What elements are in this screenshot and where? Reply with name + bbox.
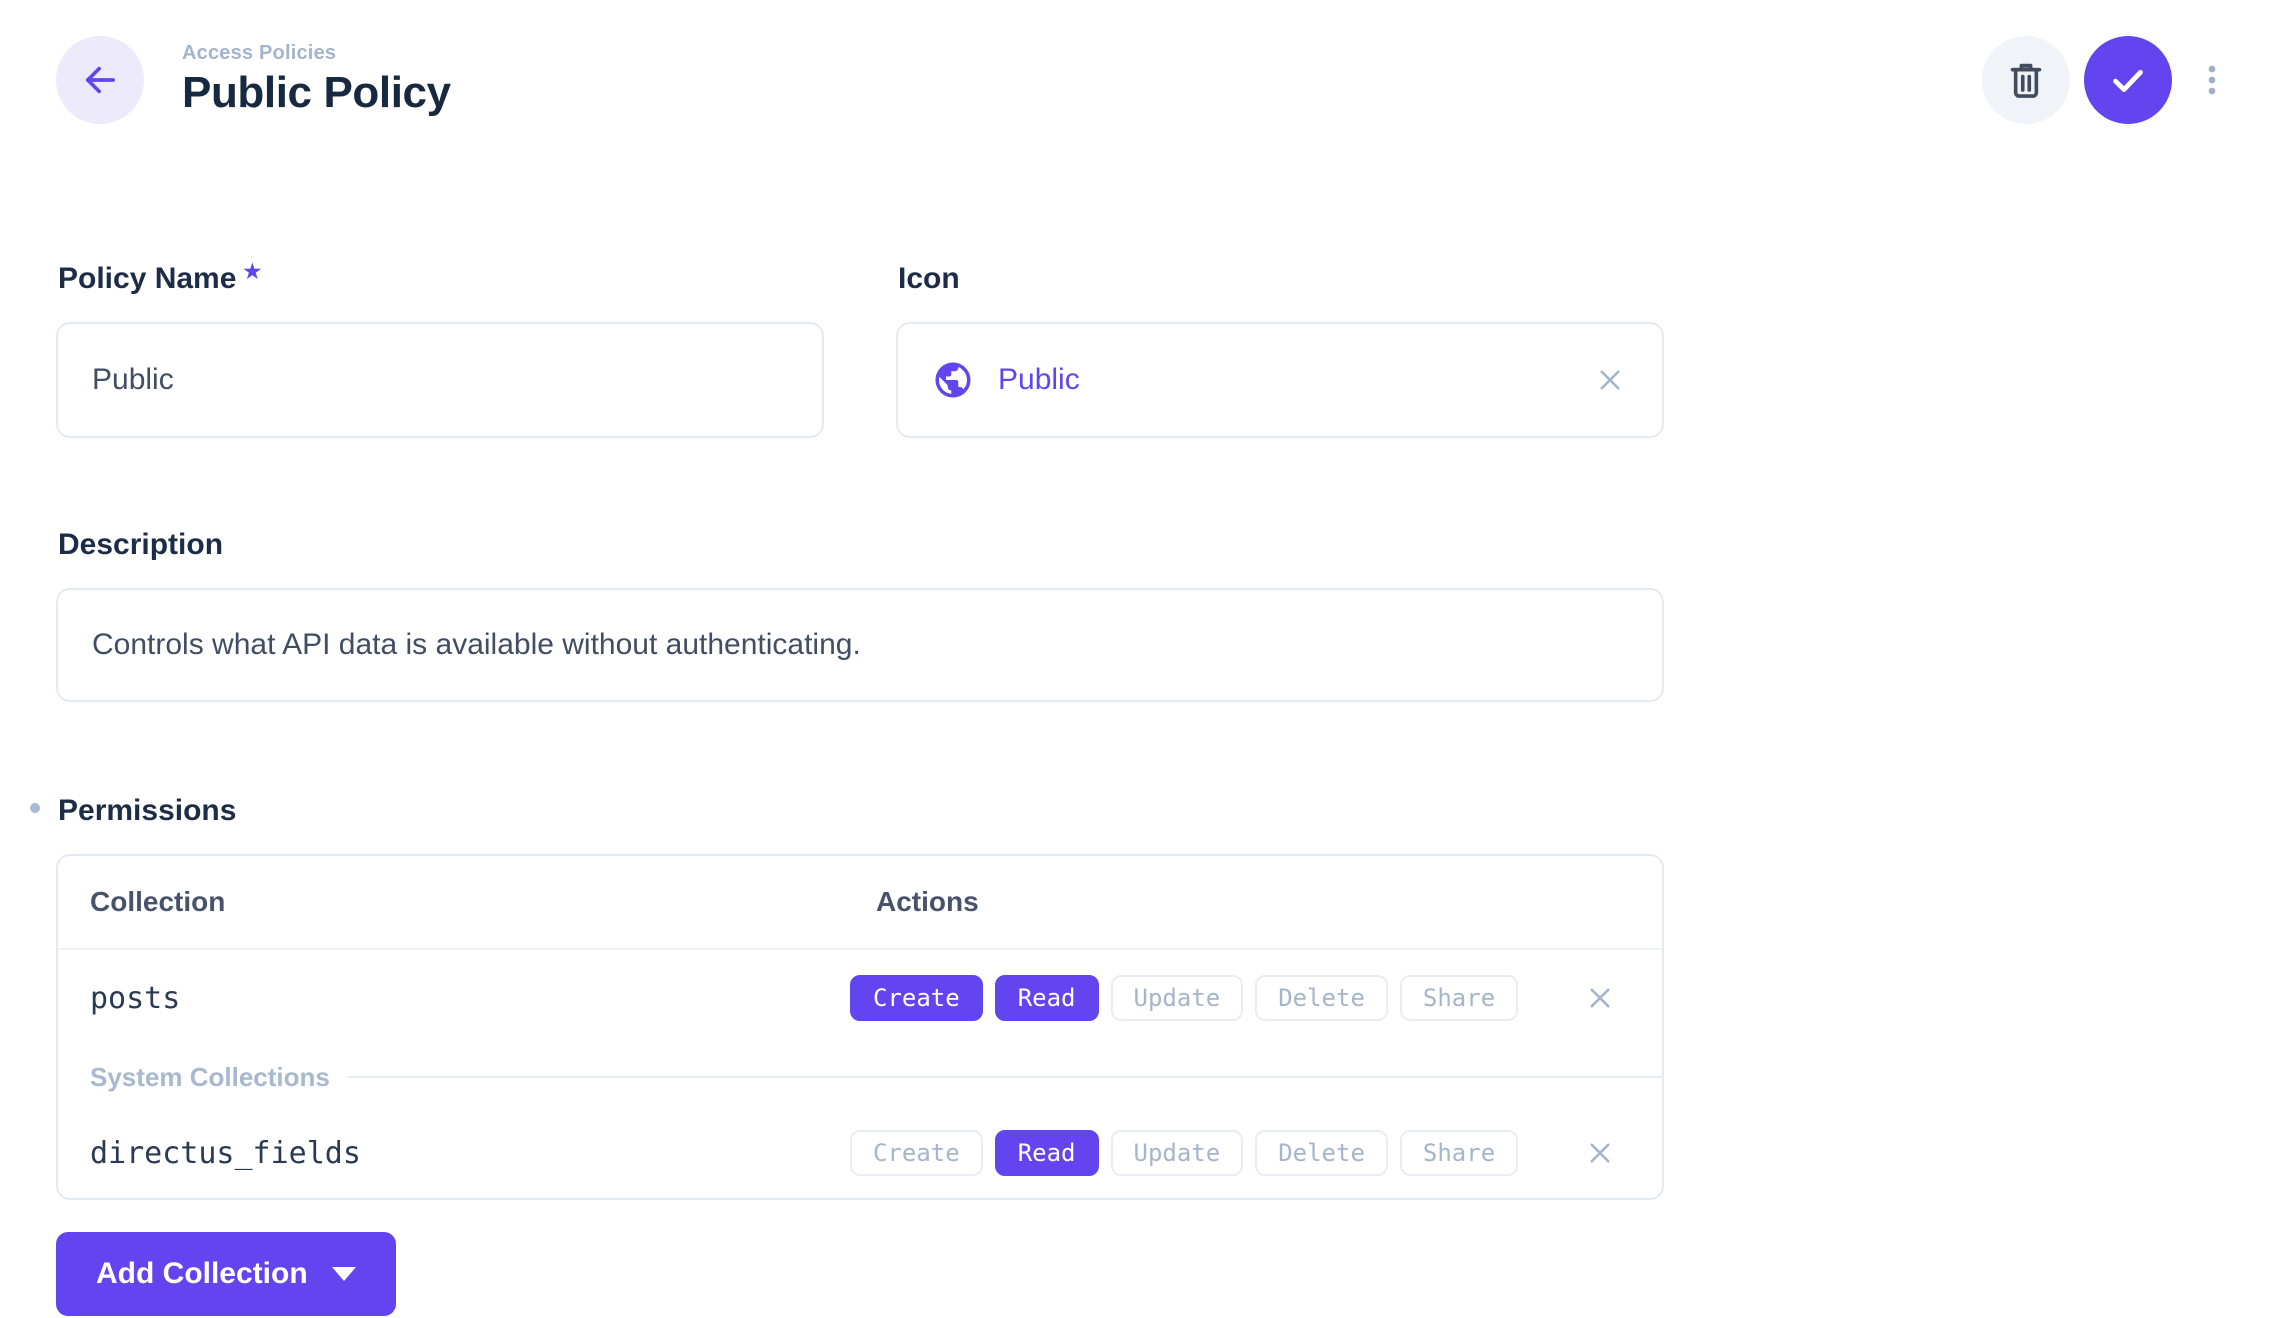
page-header: Access Policies Public Policy	[56, 36, 2234, 124]
delete-policy-button[interactable]	[1982, 36, 2070, 124]
chevron-down-icon	[331, 1267, 356, 1281]
action-create-button[interactable]: Create	[850, 1130, 983, 1176]
globe-icon	[932, 359, 974, 401]
check-icon	[2105, 57, 2151, 103]
description-label: Description	[58, 528, 224, 561]
title-block: Access Policies Public Policy	[182, 42, 451, 118]
group-divider	[347, 1076, 1662, 1078]
back-button[interactable]	[56, 36, 144, 124]
actions-cell: Create Read Update Delete Share	[850, 975, 1662, 1021]
add-collection-button[interactable]: Add Collection	[56, 1232, 396, 1316]
permissions-section: Permissions Collection Actions posts Cre…	[30, 794, 2234, 1316]
icon-field: Icon Public	[896, 262, 1664, 438]
description-input[interactable]: Controls what API data is available with…	[56, 588, 1664, 702]
policy-name-value: Public	[92, 363, 174, 396]
breadcrumb[interactable]: Access Policies	[182, 42, 337, 64]
action-update-button[interactable]: Update	[1110, 975, 1244, 1021]
policy-name-input[interactable]: Public	[56, 322, 824, 438]
remove-row-button[interactable]	[1582, 980, 1618, 1016]
trash-icon	[2003, 57, 2049, 103]
action-read-button[interactable]: Read	[994, 1130, 1099, 1176]
action-delete-button[interactable]: Delete	[1255, 1130, 1388, 1176]
collection-name: directus_fields	[90, 1135, 361, 1171]
description-value: Controls what API data is available with…	[92, 628, 861, 661]
description-field: Description Controls what API data is av…	[56, 528, 1664, 702]
actions-column-header: Actions	[876, 886, 979, 917]
arrow-left-icon	[79, 59, 121, 101]
policy-name-field: Policy Name ★ Public	[56, 261, 824, 438]
edited-indicator-dot	[30, 803, 40, 813]
add-collection-label: Add Collection	[96, 1257, 308, 1290]
icon-value: Public	[998, 363, 1080, 396]
action-update-button[interactable]: Update	[1110, 1130, 1244, 1176]
action-share-button[interactable]: Share	[1399, 1130, 1519, 1176]
action-read-button[interactable]: Read	[994, 975, 1099, 1021]
form-row-1: Policy Name ★ Public Icon Public	[56, 261, 2234, 438]
icon-input[interactable]: Public	[896, 322, 1664, 438]
group-label: System Collections	[90, 1061, 330, 1092]
more-options-button[interactable]	[2190, 36, 2234, 124]
table-row-posts: posts Create Read Update Delete Share	[58, 950, 1662, 1046]
table-row-directus-fields: directus_fields Create Read Update Delet…	[58, 1108, 1662, 1198]
close-icon	[1592, 362, 1628, 398]
page-title: Public Policy	[182, 68, 451, 117]
save-button[interactable]	[2084, 36, 2172, 124]
permissions-table: Collection Actions posts Create Read Upd…	[56, 854, 1664, 1200]
close-icon	[1582, 1135, 1618, 1171]
kebab-menu-icon	[2192, 60, 2232, 100]
clear-icon-button[interactable]	[1592, 362, 1628, 398]
permissions-table-header: Collection Actions	[58, 856, 1662, 950]
action-share-button[interactable]: Share	[1399, 975, 1519, 1021]
action-create-button[interactable]: Create	[850, 975, 983, 1021]
remove-row-button[interactable]	[1582, 1135, 1618, 1171]
collection-column-header: Collection	[90, 886, 226, 917]
actions-cell: Create Read Update Delete Share	[850, 1130, 1662, 1176]
icon-label: Icon	[898, 262, 960, 295]
close-icon	[1582, 980, 1618, 1016]
required-marker: ★	[243, 261, 262, 283]
system-collections-group: System Collections	[58, 1046, 1662, 1108]
action-delete-button[interactable]: Delete	[1255, 975, 1388, 1021]
policy-name-label: Policy Name ★	[58, 261, 262, 295]
permissions-label: Permissions	[58, 794, 237, 827]
collection-name: posts	[90, 980, 181, 1016]
